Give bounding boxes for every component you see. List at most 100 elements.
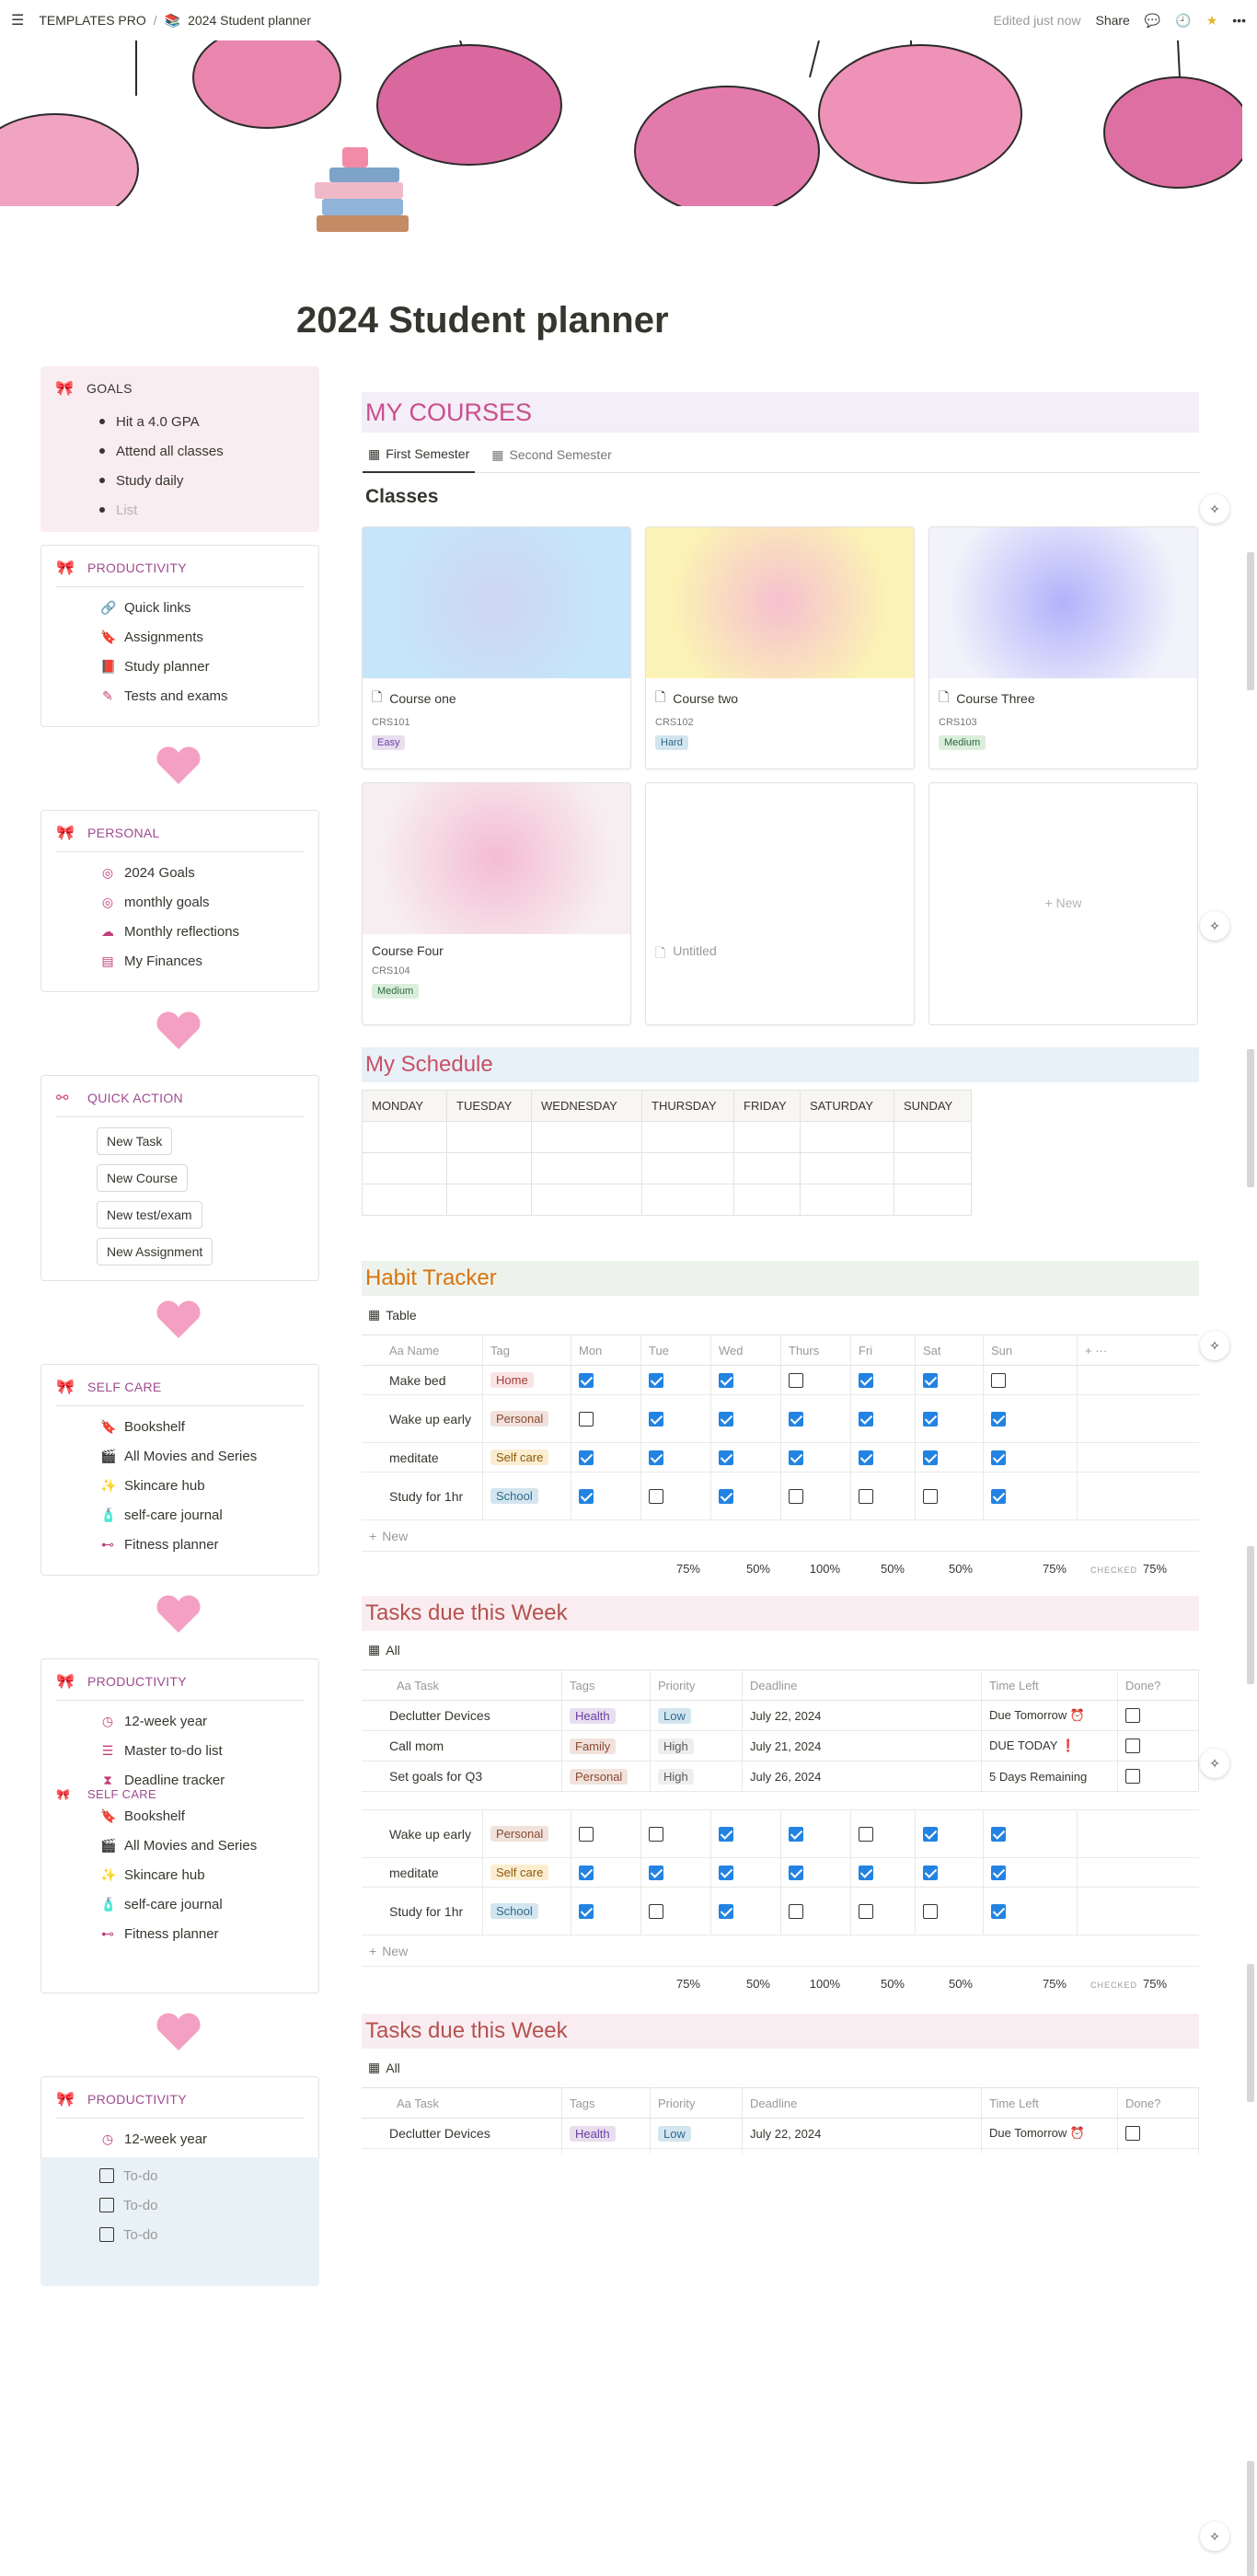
checkbox[interactable] [991,1411,1006,1427]
habit-name[interactable]: Wake up early [362,1810,483,1857]
day-cell[interactable] [781,1810,851,1857]
task-done-cell[interactable] [1118,2149,1199,2154]
habit-tag-cell[interactable]: School [483,1888,571,1935]
day-cell[interactable] [781,1366,851,1394]
task-done-cell[interactable] [1118,2119,1199,2148]
link-monthly-goals[interactable]: ◎ monthly goals [56,887,304,917]
column-header[interactable]: Tue [641,1335,711,1365]
day-cell[interactable] [851,1366,916,1394]
checkbox[interactable] [789,1450,803,1465]
link-fitness-planner[interactable]: ⊷ Fitness planner [56,1919,304,1948]
checkbox[interactable] [649,1450,663,1465]
checkbox[interactable] [1125,1708,1140,1723]
habit-row[interactable]: Make bed Home [362,1366,1199,1395]
checkbox[interactable] [649,1903,663,1919]
todo-item[interactable]: To-do [55,2190,305,2220]
column-header[interactable]: Fri [851,1335,916,1365]
link-movies-series[interactable]: 🎬 All Movies and Series [56,1831,304,1860]
link-2024-goals[interactable]: ◎ 2024 Goals [56,858,304,887]
new-test-button[interactable]: New test/exam [97,1201,202,1229]
scrollbar[interactable] [1244,40,1257,2576]
day-cell[interactable] [711,1395,781,1442]
schedule-cell[interactable] [531,1152,642,1184]
checkbox[interactable] [991,1865,1006,1880]
add-column-icon[interactable]: + ··· [1085,1343,1108,1357]
task-deadline[interactable]: July 26, 2024 [743,1762,982,1791]
task-tag-cell[interactable]: Health [562,1701,651,1730]
checkbox[interactable] [579,1826,594,1842]
habit-name[interactable]: Wake up early [362,1395,483,1442]
checkbox[interactable] [991,1488,1006,1504]
link-my-finances[interactable]: ▤ My Finances [56,946,304,976]
day-cell[interactable] [571,1858,641,1887]
checkbox[interactable] [923,1450,938,1465]
link-movies-series[interactable]: 🎬 All Movies and Series [56,1441,304,1471]
tab-second-semester[interactable]: ▦ Second Semester [486,436,617,473]
link-skincare-hub[interactable]: ✨ Skincare hub [56,1471,304,1500]
task-deadline[interactable]: July 22, 2024 [743,2119,982,2148]
course-card[interactable]: 🗋 Course Three CRS103 Medium [928,526,1198,769]
task-priority-cell[interactable]: High [651,2149,743,2154]
schedule-cell[interactable] [733,1121,801,1153]
checkbox[interactable] [719,1903,733,1919]
day-cell[interactable] [571,1395,641,1442]
tasks-view[interactable]: ▦ All [368,1642,400,1658]
ai-assist-icon[interactable]: ✧ [1200,911,1229,941]
habit-tag-cell[interactable]: Home [483,1366,571,1394]
checkbox[interactable] [923,1488,938,1504]
habit-row[interactable]: meditate Self care [362,1443,1199,1473]
link-deadline-tracker[interactable]: ⧗ Deadline tracker [56,1765,304,1795]
task-tag-cell[interactable]: Personal [562,1762,651,1791]
task-name[interactable]: Declutter Devices [362,2119,562,2148]
link-fitness-planner[interactable]: ⊷ Fitness planner [56,1530,304,1559]
habit-row[interactable]: Study for 1hr School [362,1473,1199,1520]
day-cell[interactable] [916,1888,984,1935]
checkbox[interactable] [649,1826,663,1842]
todo-item[interactable]: To-do [55,2161,305,2190]
task-row[interactable]: Set goals for Q3 Personal High July 26, 202… [362,1762,1199,1792]
checkbox[interactable] [859,1903,873,1919]
column-header[interactable]: Aa Name [362,1335,483,1365]
schedule-cell[interactable] [446,1121,532,1153]
habit-row[interactable]: Study for 1hr School [362,1888,1199,1935]
day-cell[interactable] [851,1395,916,1442]
new-assignment-button[interactable]: New Assignment [97,1238,213,1265]
checkbox[interactable] [99,2168,114,2183]
checkbox[interactable] [99,2198,114,2212]
schedule-cell[interactable] [531,1184,642,1216]
column-header[interactable]: Done? [1118,1670,1199,1700]
link-selfcare-journal[interactable]: 🧴 self-care journal [56,1500,304,1530]
column-header[interactable]: Sun [984,1335,1078,1365]
task-tag-cell[interactable]: Family [562,1731,651,1761]
checkbox[interactable] [649,1865,663,1880]
day-cell[interactable] [641,1366,711,1394]
schedule-cell[interactable] [362,1121,447,1153]
untitled-card[interactable]: 🗋 Untitled [645,782,915,1025]
day-cell[interactable] [571,1473,641,1519]
checkbox[interactable] [1125,1769,1140,1784]
checkbox[interactable] [789,1372,803,1388]
goal-item[interactable]: Attend all classes [55,436,305,466]
scroll-thumb[interactable] [1247,1964,1254,2102]
habit-name[interactable]: meditate [362,1443,483,1472]
link-selfcare-journal[interactable]: 🧴 self-care journal [56,1889,304,1919]
day-cell[interactable] [641,1810,711,1857]
checkbox[interactable] [923,1411,938,1427]
schedule-cell[interactable] [894,1184,972,1216]
checkbox[interactable] [859,1450,873,1465]
day-cell[interactable] [916,1858,984,1887]
link-tests-exams[interactable]: ✎ Tests and exams [56,681,304,710]
checkbox[interactable] [991,1372,1006,1388]
checkbox[interactable] [859,1411,873,1427]
day-cell[interactable] [984,1395,1078,1442]
habit-name[interactable]: Make bed [362,1366,483,1394]
link-skincare-hub[interactable]: ✨ Skincare hub [56,1860,304,1889]
link-12-week-year[interactable]: ◷ 12-week year [56,1706,304,1736]
schedule-cell[interactable] [446,1184,532,1216]
task-priority-cell[interactable]: High [651,1731,743,1761]
day-cell[interactable] [984,1473,1078,1519]
habit-tag-cell[interactable]: Self care [483,1443,571,1472]
day-cell[interactable] [571,1810,641,1857]
new-row-button[interactable]: + New [362,1935,1199,1967]
link-bookshelf[interactable]: 🔖 Bookshelf [56,1412,304,1441]
